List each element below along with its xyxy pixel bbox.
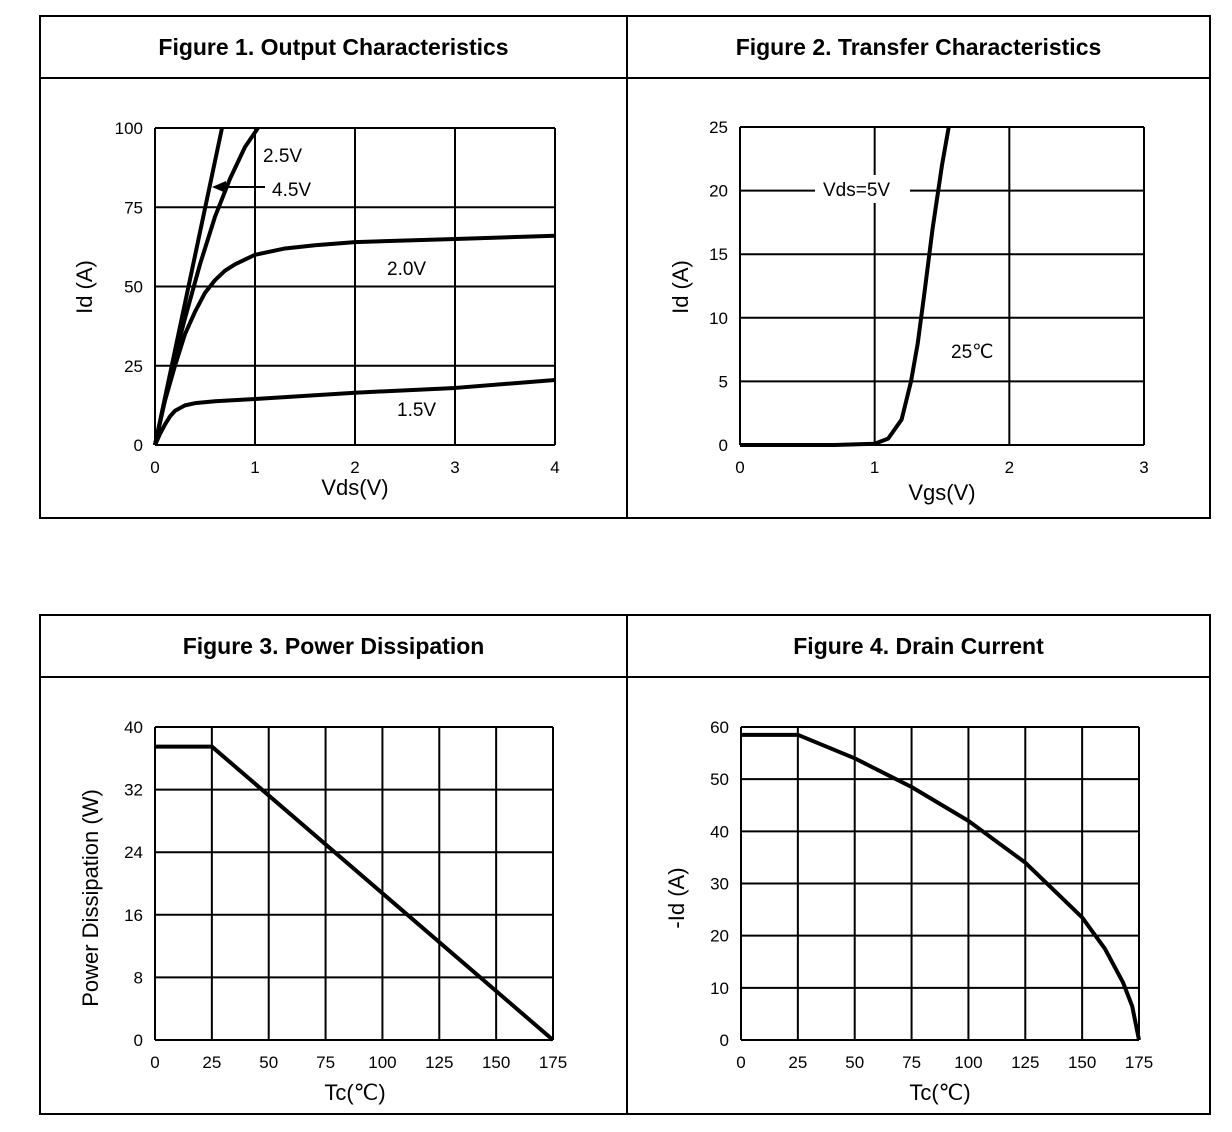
x-tick-label: 2 [1005, 458, 1014, 477]
y-tick-label: 20 [709, 182, 728, 201]
x-tick-label: 100 [368, 1053, 396, 1072]
label-background [266, 176, 318, 200]
series-line-2.0V [153, 233, 556, 446]
y-tick-label: 100 [115, 119, 143, 138]
y-tick-label: 60 [710, 718, 729, 737]
figure-3-title: Figure 3. Power Dissipation [41, 616, 626, 678]
y-axis-label: Id (A) [668, 260, 693, 314]
figure-2-cell: Figure 2. Transfer Characteristics [628, 17, 1209, 517]
annotation-vds: Vds=5V [823, 180, 890, 201]
x-tick-label: 75 [316, 1053, 335, 1072]
y-tick-label: 0 [719, 436, 728, 455]
figure-4-cell: Figure 4. Drain Current [628, 616, 1209, 1113]
x-tick-label: 125 [1011, 1053, 1039, 1072]
x-tick-label: 0 [150, 458, 159, 477]
x-tick-label: 75 [902, 1053, 921, 1072]
series-label-1.5V: 1.5V [397, 400, 436, 421]
y-tick-label: 10 [710, 979, 729, 998]
y-tick-label: 24 [124, 843, 143, 862]
bottom-panel: Figure 3. Power Dissipation Figure 4. Dr… [39, 614, 1211, 1115]
x-tick-label: 4 [550, 458, 559, 477]
series-line [741, 732, 1141, 1041]
x-tick-label: 100 [954, 1053, 982, 1072]
figure-1-cell: Figure 1. Output Characteristics [41, 17, 628, 517]
x-axis-label: Vds(V) [321, 475, 388, 500]
y-tick-label: 50 [124, 278, 143, 297]
y-axis-label: Id (A) [72, 260, 97, 314]
y-tick-label: 0 [720, 1031, 729, 1050]
figure-2-title: Figure 2. Transfer Characteristics [628, 17, 1209, 79]
y-tick-label: 25 [124, 357, 143, 376]
x-tick-label: 50 [259, 1053, 278, 1072]
x-axis-label: Tc(℃) [909, 1080, 970, 1105]
y-tick-label: 16 [124, 906, 143, 925]
y-tick-label: 8 [134, 968, 143, 987]
x-tick-label: 125 [425, 1053, 453, 1072]
figure-4-title: Figure 4. Drain Current [628, 616, 1209, 678]
y-tick-label: 25 [709, 118, 728, 137]
y-tick-label: 40 [710, 822, 729, 841]
y-tick-label: 0 [134, 1031, 143, 1050]
x-tick-label: 3 [450, 458, 459, 477]
y-tick-label: 5 [719, 372, 728, 391]
x-tick-label: 3 [1139, 458, 1148, 477]
label-background [258, 142, 308, 166]
label-background [815, 175, 910, 203]
x-axis-label: Tc(℃) [324, 1080, 385, 1105]
y-tick-label: 10 [709, 309, 728, 328]
x-tick-label: 50 [845, 1053, 864, 1072]
y-tick-label: 15 [709, 245, 728, 264]
y-tick-label: 32 [124, 781, 143, 800]
y-tick-label: 30 [710, 875, 729, 894]
y-tick-label: 75 [124, 198, 143, 217]
annotation-temperature: 25℃ [951, 342, 993, 363]
top-panel: Figure 1. Output Characteristics Figure … [39, 15, 1211, 519]
x-tick-label: 150 [482, 1053, 510, 1072]
figure-1-title: Figure 1. Output Characteristics [41, 17, 626, 79]
y-tick-label: 40 [124, 718, 143, 737]
x-axis-label: Vgs(V) [908, 480, 975, 505]
series-label-2.5V: 2.5V [263, 146, 302, 167]
x-tick-label: 0 [150, 1053, 159, 1072]
y-axis-label: Power Dissipation (W) [78, 789, 103, 1007]
y-tick-label: 50 [710, 770, 729, 789]
x-tick-label: 0 [736, 1053, 745, 1072]
x-tick-label: 25 [788, 1053, 807, 1072]
x-tick-label: 150 [1068, 1053, 1096, 1072]
x-tick-label: 1 [250, 458, 259, 477]
series-line [155, 744, 555, 1042]
series-label-2.0V: 2.0V [387, 259, 426, 280]
y-axis-label: -Id (A) [664, 867, 689, 928]
series-line-2.5V [153, 126, 260, 446]
figure-3-cell: Figure 3. Power Dissipation [41, 616, 628, 1113]
series-line-1.5V [153, 378, 556, 446]
x-tick-label: 2 [350, 458, 359, 477]
x-tick-label: 175 [1125, 1053, 1153, 1072]
x-tick-label: 0 [735, 458, 744, 477]
arrow-head [212, 181, 226, 193]
y-tick-label: 0 [134, 436, 143, 455]
x-tick-label: 1 [870, 458, 879, 477]
x-tick-label: 25 [202, 1053, 221, 1072]
y-tick-label: 20 [710, 927, 729, 946]
x-tick-label: 175 [539, 1053, 567, 1072]
series-line [740, 126, 951, 447]
series-label-4.5V: 4.5V [272, 180, 311, 201]
